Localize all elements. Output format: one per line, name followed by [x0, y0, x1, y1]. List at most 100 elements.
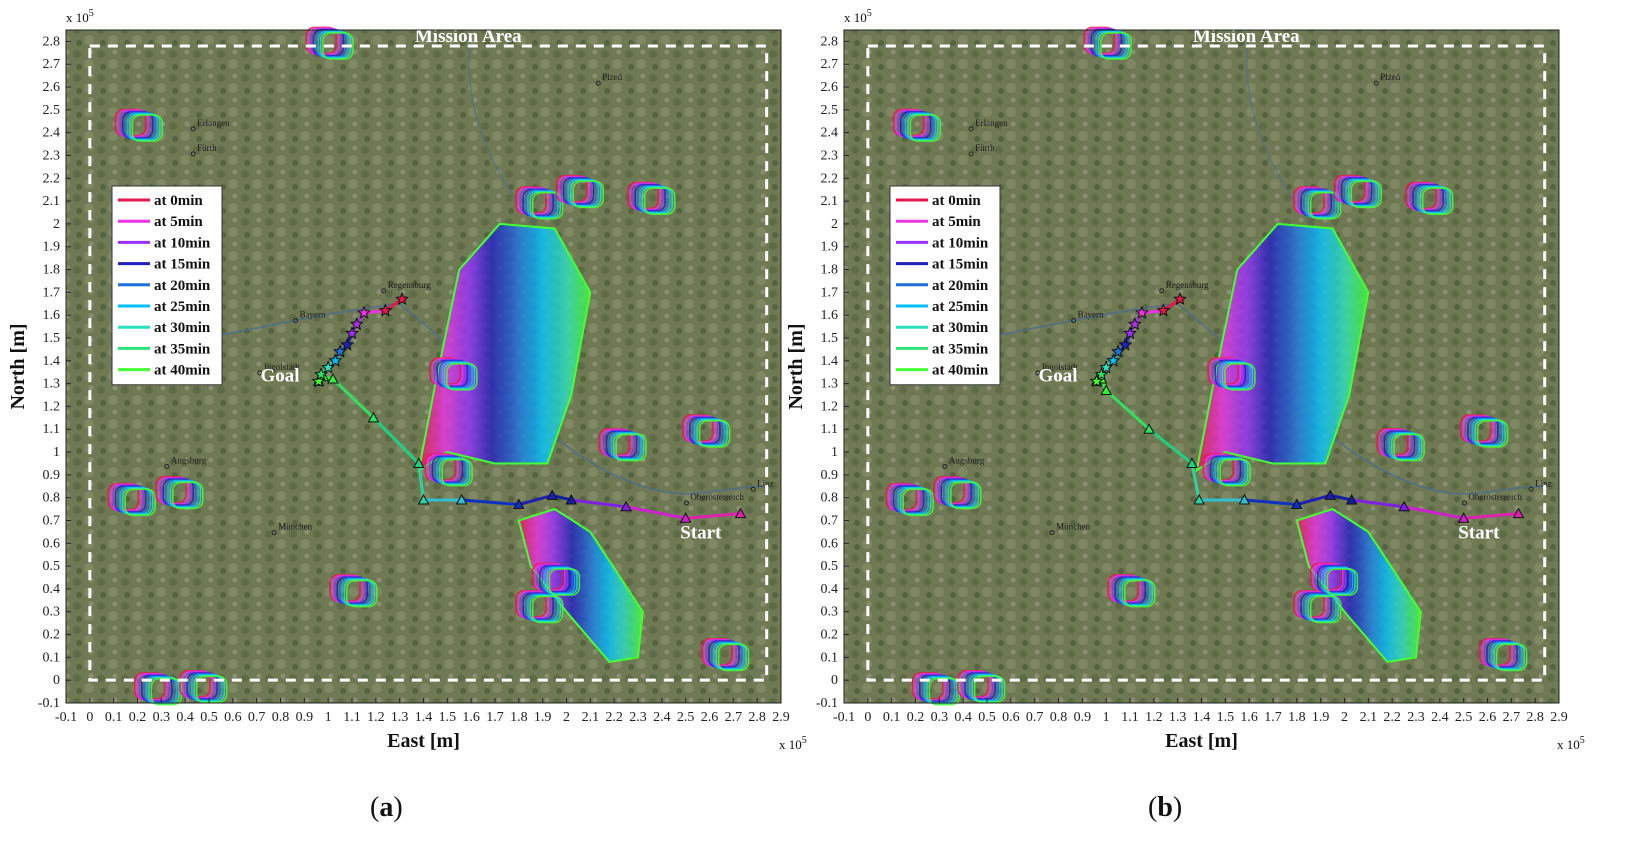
map-label: Plzeň — [602, 72, 622, 82]
map-city-marker — [1373, 80, 1379, 86]
y-tick-label: 1.9 — [43, 240, 61, 255]
map-label: Regensburg — [1166, 280, 1209, 290]
map-label: Augsburg — [171, 455, 207, 465]
flight-path-segment — [1190, 463, 1201, 501]
weather-cell-contour — [531, 595, 564, 624]
weather-cell-contour — [124, 488, 156, 517]
y-tick-label: 1 — [831, 445, 838, 460]
y-tick-label: 2.8 — [43, 34, 61, 49]
y-tick-label: 2 — [53, 217, 60, 232]
weather-cell-contour — [167, 480, 199, 508]
map-city-marker — [595, 80, 601, 86]
y-tick-label: 2.6 — [821, 80, 839, 95]
flight-path-segment — [417, 463, 425, 501]
weather-cell-contour — [436, 457, 469, 485]
map-label: Fürth — [975, 143, 995, 153]
path-triangle-marker — [1238, 493, 1251, 505]
map-label: Ingolstadt — [264, 362, 300, 372]
weather-cell-contour — [441, 458, 473, 487]
path-star-marker — [349, 316, 364, 331]
legend-label: at 0min — [932, 193, 981, 209]
x-axis-label: East [m] — [387, 730, 460, 752]
flight-path-segment — [1403, 505, 1464, 520]
weather-cell-contour — [1123, 579, 1156, 608]
path-triangle-marker — [512, 498, 525, 510]
x-tick-label: 1.6 — [1240, 710, 1258, 725]
path-triangle-marker — [1512, 507, 1525, 519]
flight-path-segment — [1148, 428, 1193, 465]
y-tick-label: -0.1 — [38, 696, 60, 711]
path-star-marker — [1118, 337, 1133, 351]
x-tick-label: 2.9 — [1550, 710, 1568, 725]
annotation-start: Start — [680, 523, 722, 544]
flight-path-segment — [1351, 498, 1405, 509]
y-multiplier-exp: 5 — [89, 8, 94, 19]
x-tick-label: 1.1 — [1121, 710, 1139, 725]
y-tick-label: 2.4 — [821, 126, 839, 141]
x-tick-label: 2.4 — [1431, 710, 1449, 725]
panel-label-a: (a) — [370, 792, 403, 823]
x-tick-label: 2 — [1341, 710, 1348, 725]
path-star-marker — [340, 337, 355, 351]
path-triangle-marker — [679, 512, 692, 523]
weather-cell-contour — [890, 484, 922, 513]
y-tick-label: 1.8 — [821, 263, 839, 278]
y-tick-label: 2.6 — [43, 80, 61, 95]
flight-path-segment — [1296, 493, 1331, 506]
weather-cell-contour — [1383, 430, 1416, 459]
x-tick-label: 1.5 — [1217, 710, 1235, 725]
annotation-start: Start — [1458, 523, 1500, 544]
flight-path-segment — [1105, 389, 1151, 431]
weather-cell-contour — [1393, 433, 1425, 462]
path-star-marker — [1134, 305, 1149, 319]
flight-path-segment — [518, 493, 553, 506]
weather-cell-contour — [162, 478, 195, 507]
y-tick-label: 0.8 — [821, 491, 839, 506]
weather-cell-contour — [928, 677, 961, 706]
y-multiplier-base: x 10 — [66, 10, 89, 25]
x-tick-label: 0.7 — [248, 710, 266, 725]
map-city-marker — [190, 126, 196, 132]
y-tick-label: 0.7 — [43, 513, 61, 528]
y-tick-label: 1.2 — [43, 399, 61, 414]
map-label: Linz — [1535, 478, 1552, 488]
y-tick-label: 0.9 — [43, 468, 61, 483]
weather-cell-contour — [131, 114, 164, 142]
legend-label: at 20min — [154, 278, 211, 294]
map-label: Oberösterreich — [1468, 492, 1522, 502]
x-tick-label: 0.8 — [1050, 710, 1068, 725]
path-triangle-marker — [367, 411, 380, 423]
weather-cell-contour — [945, 480, 977, 508]
x-tick-label: 1.6 — [462, 710, 480, 725]
weather-cell-contour — [708, 640, 740, 669]
weather-cell — [1083, 26, 1132, 60]
chart-panel-a: Plzeň Erlangen Fürth Regensburg Ingolstadt Au… — [7, 8, 807, 752]
y-tick-label: 2.7 — [43, 57, 61, 72]
weather-cell-contour — [1224, 363, 1256, 391]
weather-cell — [1107, 574, 1156, 608]
flight-path-segment — [331, 377, 375, 419]
legend-label: at 40min — [932, 363, 989, 379]
y-axis-label: North [m] — [7, 323, 29, 409]
y-tick-label: 2.1 — [43, 194, 61, 209]
weather-cell — [1376, 428, 1425, 462]
y-tick-label: 0.6 — [43, 536, 61, 551]
map-city-marker — [942, 463, 948, 469]
y-tick-label: 1.1 — [821, 422, 839, 437]
x-tick-label: 1.8 — [510, 710, 528, 725]
weather-cell-contour — [918, 674, 951, 703]
map-label: Ingolstadt — [1042, 362, 1078, 372]
path-triangle-marker — [1457, 512, 1470, 523]
map-label: Linz — [757, 478, 774, 488]
y-tick-label: 0.1 — [821, 650, 839, 665]
y-tick-label: 0.5 — [821, 559, 839, 574]
x-tick-label: 1.9 — [1312, 710, 1330, 725]
weather-cell-contour — [698, 420, 731, 448]
y-tick-label: 0 — [53, 673, 60, 688]
weather-cell-contour — [973, 675, 1006, 704]
x-tick-label: 1.7 — [1264, 710, 1282, 725]
x-tick-label: 0.2 — [907, 710, 925, 725]
map-label: München — [1056, 522, 1090, 532]
y-axis-multiplier: x 105 — [844, 8, 872, 25]
x-tick-label: 2.6 — [701, 710, 719, 725]
